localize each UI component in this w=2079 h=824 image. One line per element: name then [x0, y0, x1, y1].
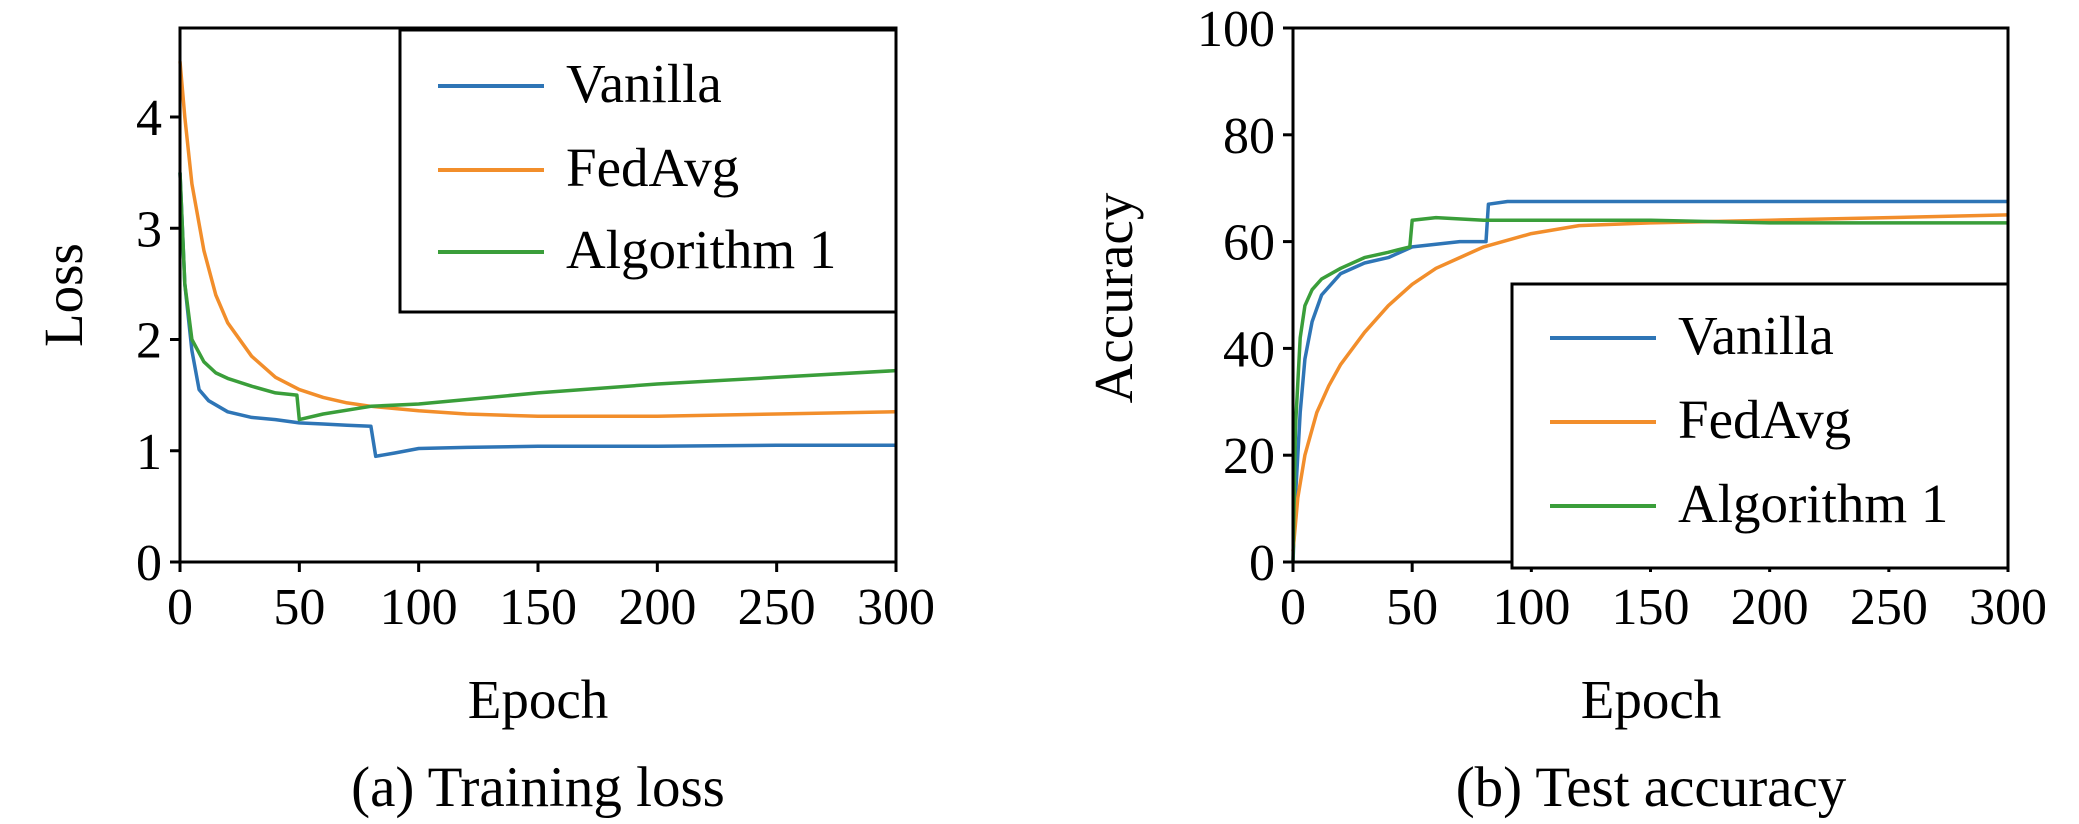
- training-loss-xtick-label: 200: [618, 579, 696, 636]
- test-accuracy-lines: [1291, 199, 2009, 563]
- test-accuracy-legend-box: [1510, 282, 2010, 570]
- training-loss-xtick-label: 50: [273, 579, 325, 636]
- training-loss-series-fedavg: [178, 61, 897, 419]
- training-loss-xtick-label: 300: [857, 579, 935, 636]
- test-accuracy-xtick-label: 150: [1612, 579, 1690, 636]
- training-loss-xtick-label: 0: [167, 579, 193, 636]
- test-accuracy-legend-vanilla: Vanilla: [1678, 305, 1834, 366]
- training-loss-ylabel: Loss: [33, 243, 94, 347]
- training-loss-ytick-label: 3: [136, 201, 162, 258]
- test-accuracy-ytick-label: 20: [1223, 428, 1275, 485]
- test-accuracy-caption: (b) Test accuracy: [1456, 756, 1847, 819]
- test-accuracy-ytick-label: 0: [1249, 535, 1275, 592]
- training-loss-chart: 0 50 100 150 200 250 300 0 1 2 3 4 Epoch Loss Vanil…: [33, 26, 935, 819]
- training-loss-legend: Vanilla FedAvg Algorithm 1: [398, 28, 898, 314]
- test-accuracy-xtick-label: 0: [1280, 579, 1306, 636]
- training-loss-xtick-label: 250: [738, 579, 816, 636]
- test-accuracy-xtick-label: 100: [1492, 579, 1570, 636]
- training-loss-caption: (a) Training loss: [351, 756, 725, 819]
- test-accuracy-xtick-label: 50: [1386, 579, 1438, 636]
- training-loss-series-vanilla: [178, 172, 896, 459]
- training-loss-ytick-label: 1: [136, 424, 162, 481]
- training-loss-ticks: 0 50 100 150 200 250 300 0 1 2 3 4: [136, 90, 935, 636]
- training-loss-ytick-label: 4: [136, 90, 162, 147]
- training-loss-series-algorithm1: [178, 172, 897, 422]
- training-loss-legend-vanilla: Vanilla: [566, 53, 722, 114]
- training-loss-lines: [178, 61, 897, 459]
- training-loss-xlabel: Epoch: [468, 669, 609, 730]
- training-loss-legend-fedavg: FedAvg: [566, 137, 739, 198]
- test-accuracy-legend-algorithm1: Algorithm 1: [1678, 473, 1948, 534]
- test-accuracy-legend-fedavg: FedAvg: [1678, 389, 1851, 450]
- training-loss-ytick-label: 2: [136, 313, 162, 370]
- training-loss-xtick-label: 150: [499, 579, 577, 636]
- test-accuracy-ticks: 0 50 100 150 200 250 300 0 20 40 60 80 100: [1197, 1, 2047, 636]
- test-accuracy-xtick-label: 200: [1731, 579, 1809, 636]
- test-accuracy-ytick-label: 100: [1197, 1, 1275, 58]
- test-accuracy-ylabel: Accuracy: [1083, 192, 1144, 403]
- test-accuracy-xlabel: Epoch: [1581, 669, 1722, 730]
- test-accuracy-ytick-label: 80: [1223, 108, 1275, 165]
- test-accuracy-chart: 0 50 100 150 200 250 300 0 20 40 60 80 100 Epoch Acc…: [1083, 1, 2047, 819]
- training-loss-ytick-label: 0: [136, 535, 162, 592]
- test-accuracy-series-algorithm1: [1291, 215, 2008, 563]
- test-accuracy-ytick-label: 60: [1223, 215, 1275, 272]
- test-accuracy-xtick-label: 300: [1969, 579, 2047, 636]
- training-loss-legend-algorithm1: Algorithm 1: [566, 219, 836, 280]
- test-accuracy-ytick-label: 40: [1223, 321, 1275, 378]
- test-accuracy-xtick-label: 250: [1850, 579, 1928, 636]
- training-loss-xtick-label: 100: [380, 579, 458, 636]
- test-accuracy-series-vanilla: [1291, 199, 2008, 563]
- test-accuracy-series-fedavg: [1291, 213, 2009, 552]
- test-accuracy-legend: Vanilla FedAvg Algorithm 1: [1510, 282, 2010, 570]
